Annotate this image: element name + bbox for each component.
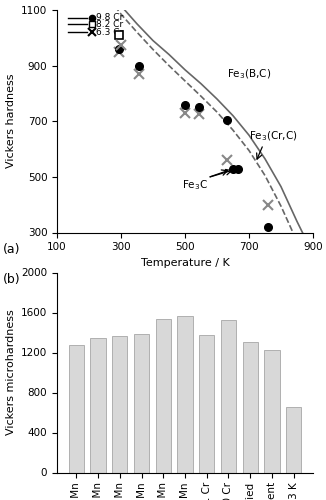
Text: Fe$_3$(B,C): Fe$_3$(B,C): [227, 67, 271, 81]
Bar: [286, 406, 301, 472]
Bar: [177, 316, 193, 472]
Y-axis label: Vickers microhardness: Vickers microhardness: [6, 310, 16, 436]
Bar: [221, 320, 236, 472]
Bar: [69, 344, 84, 472]
Text: (a): (a): [3, 242, 21, 256]
Bar: [156, 318, 171, 472]
Text: 9.8 Cr: 9.8 Cr: [96, 13, 123, 22]
X-axis label: Temperature / K: Temperature / K: [141, 258, 230, 268]
Bar: [112, 336, 127, 472]
Bar: [90, 338, 106, 472]
Text: Fe$_3$(Cr,C): Fe$_3$(Cr,C): [249, 130, 298, 143]
Text: 8.2 Cr: 8.2 Cr: [96, 20, 123, 29]
Text: Fe$_3$C: Fe$_3$C: [182, 178, 208, 192]
Bar: [264, 350, 280, 472]
Text: (b): (b): [3, 272, 21, 285]
Y-axis label: Vickers hardness: Vickers hardness: [6, 74, 16, 168]
Bar: [134, 334, 149, 472]
Bar: [199, 334, 215, 472]
Bar: [243, 342, 258, 472]
Text: 6.3 Cr: 6.3 Cr: [96, 28, 123, 37]
